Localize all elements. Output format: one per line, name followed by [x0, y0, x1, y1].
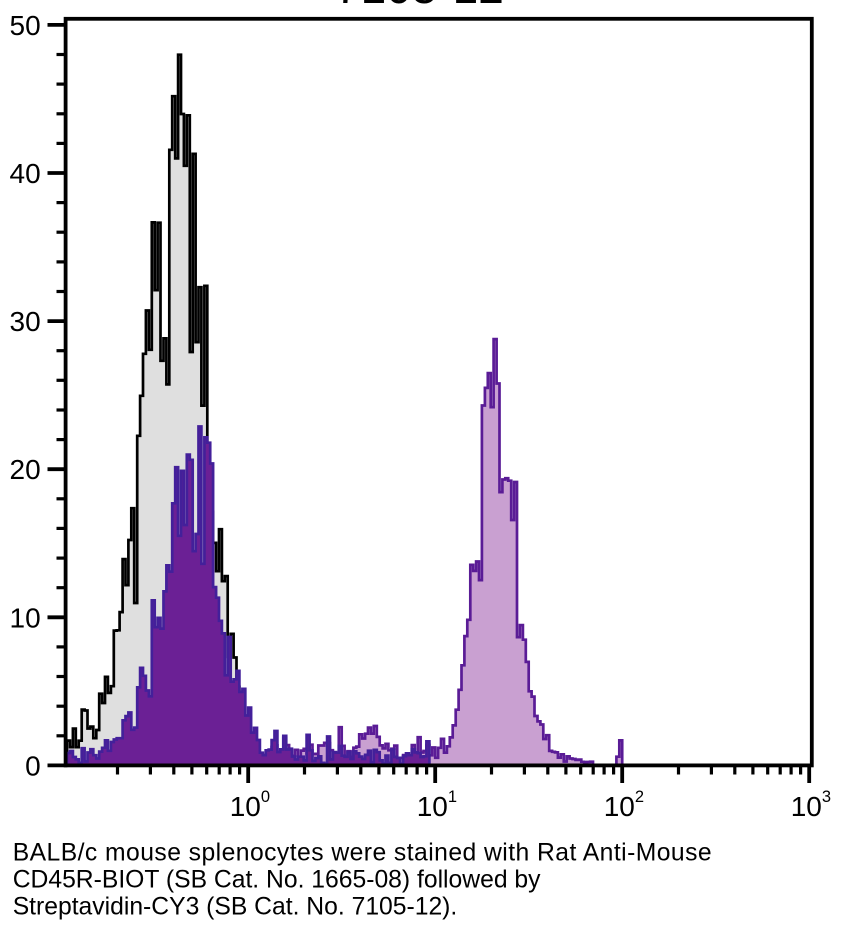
svg-text:30: 30	[10, 306, 41, 337]
svg-text:50: 50	[10, 10, 41, 41]
svg-text:40: 40	[10, 158, 41, 189]
svg-text:7105-12: 7105-12	[335, 0, 504, 13]
svg-text:20: 20	[10, 454, 41, 485]
svg-text:10: 10	[10, 602, 41, 633]
svg-text:0: 0	[25, 750, 41, 781]
svg-text:101: 101	[417, 788, 457, 822]
svg-text:BALB/c mouse splenocytes were: BALB/c mouse splenocytes were stained wi…	[13, 839, 712, 866]
svg-text:CD45R-BIOT (SB Cat. No. 1665-0: CD45R-BIOT (SB Cat. No. 1665-08) followe…	[13, 866, 541, 893]
svg-text:Streptavidin-CY3 (SB Cat. No.: Streptavidin-CY3 (SB Cat. No. 7105-12).	[13, 894, 458, 921]
